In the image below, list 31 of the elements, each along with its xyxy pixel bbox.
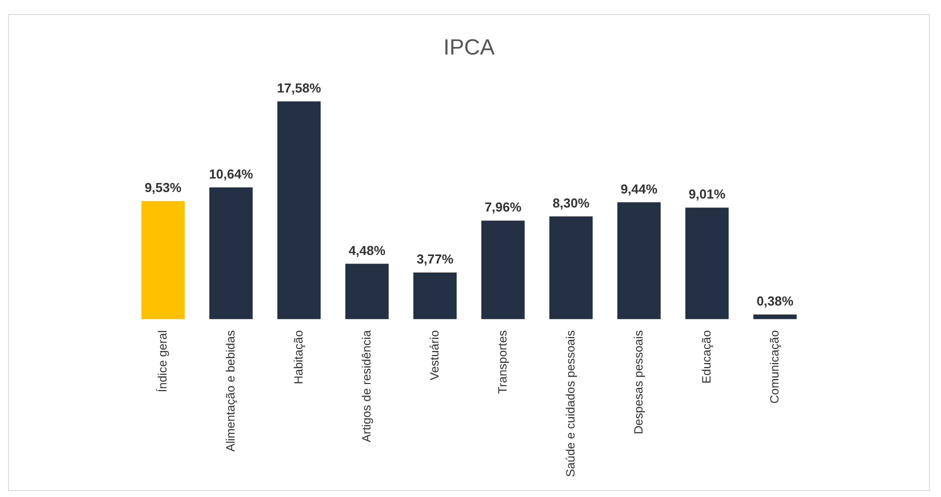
x-tick-label: Alimentação e bebidas [223,330,238,452]
bar [753,314,797,320]
data-label: 7,96% [484,200,522,215]
bar [549,216,593,320]
bar [481,220,525,320]
data-label: 10,64% [208,166,254,182]
data-label: 17,58% [276,80,322,96]
bar [345,264,389,320]
bar [685,208,729,320]
bar [413,272,457,320]
x-tick-label: Despesas pessoais [631,330,646,434]
data-label: 0,38% [756,294,794,309]
x-tick-label: Comunicação [767,330,782,404]
data-label: 8,30% [552,195,590,210]
bar [617,202,661,320]
x-tick-label: Vestuário [427,330,442,380]
bar [277,101,321,320]
data-label: 9,01% [688,186,726,202]
data-label: 3,77% [416,252,454,267]
x-tick-label: Educação [699,330,714,384]
bar [141,201,185,320]
data-label: 9,53% [144,180,182,196]
bar [209,187,253,320]
x-tick-label: Habitação [291,330,306,384]
x-tick-label: Transportes [495,330,510,394]
data-label: 4,48% [348,242,386,258]
x-tick-label: Artigos de residência [359,330,374,442]
data-label: 9,44% [620,181,658,196]
x-tick-label: Índice geral [155,330,170,392]
x-tick-label: Saúde e cuidados pessoais [563,330,578,478]
chart-title: IPCA [443,34,495,60]
